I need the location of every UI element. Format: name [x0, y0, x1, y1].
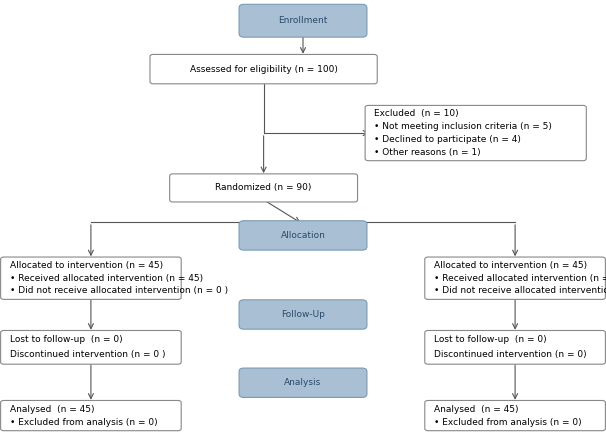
Text: Allocated to intervention (n = 45): Allocated to intervention (n = 45) — [434, 261, 587, 270]
FancyBboxPatch shape — [425, 257, 605, 299]
Text: • Did not receive allocated intervention (n = 0): • Did not receive allocated intervention… — [434, 286, 606, 295]
FancyBboxPatch shape — [150, 54, 377, 84]
FancyBboxPatch shape — [365, 105, 587, 161]
Text: Allocation: Allocation — [281, 231, 325, 240]
Text: • Declined to participate (n = 4): • Declined to participate (n = 4) — [375, 135, 521, 144]
FancyBboxPatch shape — [425, 330, 605, 364]
FancyBboxPatch shape — [239, 221, 367, 250]
Text: • Received allocated intervention (n = 45): • Received allocated intervention (n = 4… — [434, 274, 606, 283]
Text: • Received allocated intervention (n = 45): • Received allocated intervention (n = 4… — [10, 274, 203, 283]
Text: Enrollment: Enrollment — [278, 16, 328, 25]
Text: Excluded  (n = 10): Excluded (n = 10) — [375, 109, 459, 118]
Text: Lost to follow-up  (n = 0): Lost to follow-up (n = 0) — [10, 336, 122, 344]
FancyBboxPatch shape — [170, 174, 358, 202]
Text: • Excluded from analysis (n = 0): • Excluded from analysis (n = 0) — [10, 418, 158, 426]
FancyBboxPatch shape — [425, 400, 605, 431]
Text: Analysis: Analysis — [284, 378, 322, 387]
Text: • Excluded from analysis (n = 0): • Excluded from analysis (n = 0) — [434, 418, 582, 426]
FancyBboxPatch shape — [1, 400, 181, 431]
Text: Analysed  (n = 45): Analysed (n = 45) — [434, 405, 518, 413]
Text: • Other reasons (n = 1): • Other reasons (n = 1) — [375, 148, 481, 157]
FancyBboxPatch shape — [239, 368, 367, 397]
Text: • Not meeting inclusion criteria (n = 5): • Not meeting inclusion criteria (n = 5) — [375, 122, 552, 131]
Text: Randomized (n = 90): Randomized (n = 90) — [215, 184, 312, 192]
Text: Follow-Up: Follow-Up — [281, 310, 325, 319]
FancyBboxPatch shape — [239, 4, 367, 37]
Text: Discontinued intervention (n = 0): Discontinued intervention (n = 0) — [434, 350, 587, 359]
FancyBboxPatch shape — [1, 330, 181, 364]
FancyBboxPatch shape — [239, 300, 367, 329]
FancyBboxPatch shape — [1, 257, 181, 299]
Text: Lost to follow-up  (n = 0): Lost to follow-up (n = 0) — [434, 336, 547, 344]
Text: Analysed  (n = 45): Analysed (n = 45) — [10, 405, 94, 413]
Text: Allocated to intervention (n = 45): Allocated to intervention (n = 45) — [10, 261, 163, 270]
Text: Assessed for eligibility (n = 100): Assessed for eligibility (n = 100) — [190, 65, 338, 73]
Text: • Did not receive allocated intervention (n = 0 ): • Did not receive allocated intervention… — [10, 286, 228, 295]
Text: Discontinued intervention (n = 0 ): Discontinued intervention (n = 0 ) — [10, 350, 165, 359]
